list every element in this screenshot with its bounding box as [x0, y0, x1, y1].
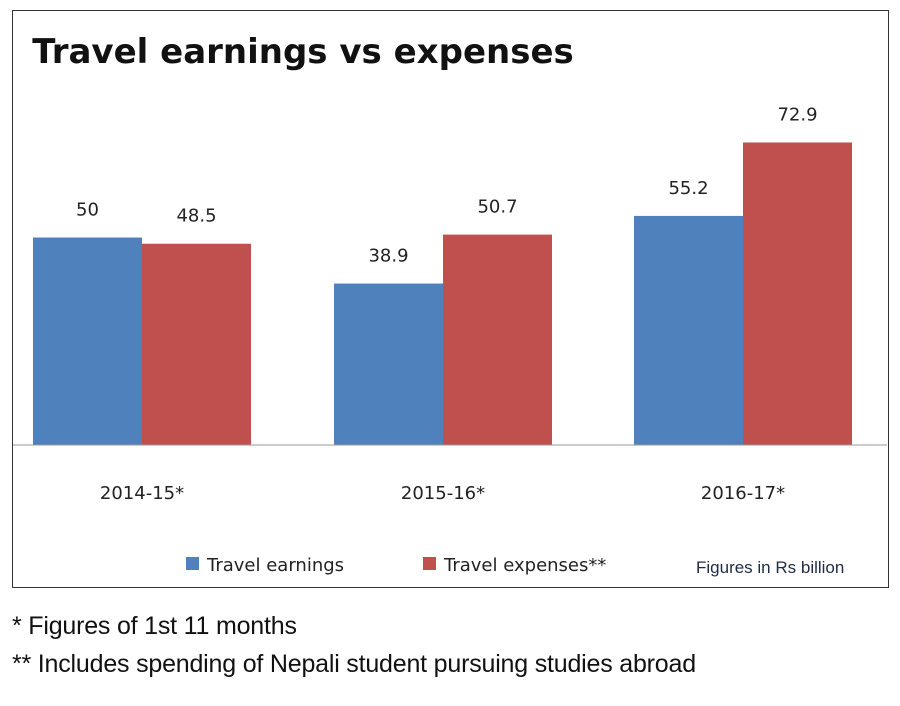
data-label-travel-earnings-2015-16: 38.9 — [368, 246, 408, 267]
bar-travel-expenses-2016-17 — [743, 142, 852, 445]
unit-note: Figures in Rs billion — [696, 558, 844, 577]
legend-label-earnings: Travel earnings — [206, 555, 344, 576]
bars-layer — [33, 142, 852, 445]
category-label-2014-15: 2014-15* — [100, 483, 184, 504]
legend: Travel earnings Travel expenses** — [186, 555, 606, 576]
footnote-second: ** Includes spending of Nepali student p… — [12, 650, 696, 678]
category-label-2015-16: 2015-16* — [401, 483, 485, 504]
bar-travel-earnings-2014-15 — [33, 237, 142, 445]
footnote-first: * Figures of 1st 11 months — [12, 612, 297, 640]
data-labels-layer: 50 48.5 38.9 50.7 55.2 72.9 — [76, 104, 817, 266]
category-label-2016-17: 2016-17* — [701, 483, 785, 504]
legend-label-expenses: Travel expenses** — [443, 555, 606, 576]
data-label-travel-expenses-2016-17: 72.9 — [777, 104, 817, 125]
bar-travel-earnings-2015-16 — [334, 283, 443, 445]
chart-frame: Travel earnings vs expenses 50 48.5 38.9 50… — [12, 10, 889, 588]
bar-travel-earnings-2016-17 — [634, 215, 743, 445]
bar-chart: Travel earnings vs expenses 50 48.538.950… — [13, 32, 887, 577]
legend-swatch-earnings — [186, 557, 199, 570]
data-label-travel-earnings-2016-17: 55.2 — [668, 178, 708, 199]
chart-title: Travel earnings vs expenses — [32, 32, 574, 72]
category-labels-layer: 2014-15* 2015-16* 2016-17* — [100, 483, 785, 504]
data-label-travel-earnings-2014-15: 50 — [76, 200, 99, 221]
bar-travel-expenses-2014-15 — [142, 243, 251, 445]
bar-travel-expenses-2015-16 — [443, 234, 552, 445]
legend-swatch-expenses — [423, 557, 436, 570]
data-label-travel-expenses-2014-15: 48.5 — [176, 206, 216, 227]
data-label-travel-expenses-2015-16: 50.7 — [477, 197, 517, 218]
